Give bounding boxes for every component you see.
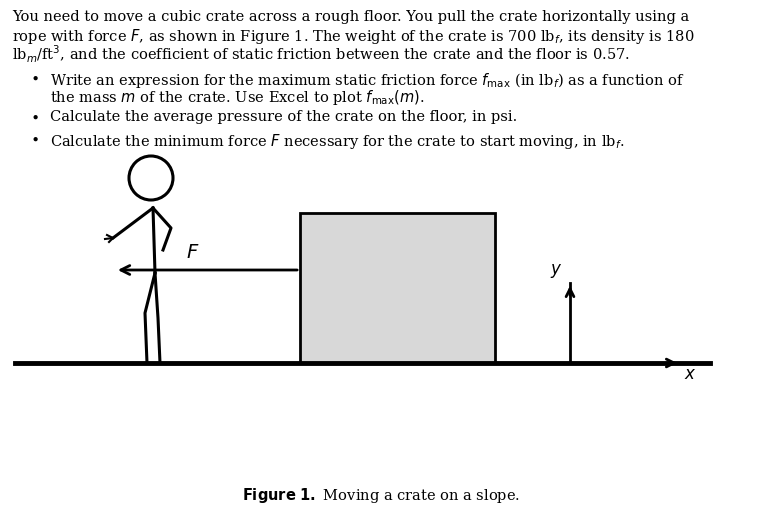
Text: Calculate the average pressure of the crate on the floor, in psi.: Calculate the average pressure of the cr… xyxy=(50,110,517,124)
Text: $F$: $F$ xyxy=(186,244,199,262)
Text: Write an expression for the maximum static friction force $f_{\mathrm{max}}$ (in: Write an expression for the maximum stat… xyxy=(50,71,685,90)
Text: rope with force $F$, as shown in Figure 1. The weight of the crate is 700 lb$_f$: rope with force $F$, as shown in Figure … xyxy=(12,27,695,46)
Text: You need to move a cubic crate across a rough floor. You pull the crate horizont: You need to move a cubic crate across a … xyxy=(12,10,689,24)
Text: $\bullet$: $\bullet$ xyxy=(30,132,39,146)
Text: $x$: $x$ xyxy=(684,366,696,383)
Text: the mass $m$ of the crate. Use Excel to plot $f_{\mathrm{max}}(m)$.: the mass $m$ of the crate. Use Excel to … xyxy=(50,88,425,107)
Bar xyxy=(300,213,495,363)
Text: lb$_m$/ft$^3$, and the coefficient of static friction between the crate and the : lb$_m$/ft$^3$, and the coefficient of st… xyxy=(12,44,629,65)
Text: $y$: $y$ xyxy=(549,262,562,280)
Text: Calculate the minimum force $F$ necessary for the crate to start moving, in lb$_: Calculate the minimum force $F$ necessar… xyxy=(50,132,625,151)
Text: $\bullet$: $\bullet$ xyxy=(30,71,39,85)
Text: $\bf{Figure\ 1.}$ Moving a crate on a slope.: $\bf{Figure\ 1.}$ Moving a crate on a sl… xyxy=(242,486,520,505)
Text: $\bullet$: $\bullet$ xyxy=(30,110,39,124)
